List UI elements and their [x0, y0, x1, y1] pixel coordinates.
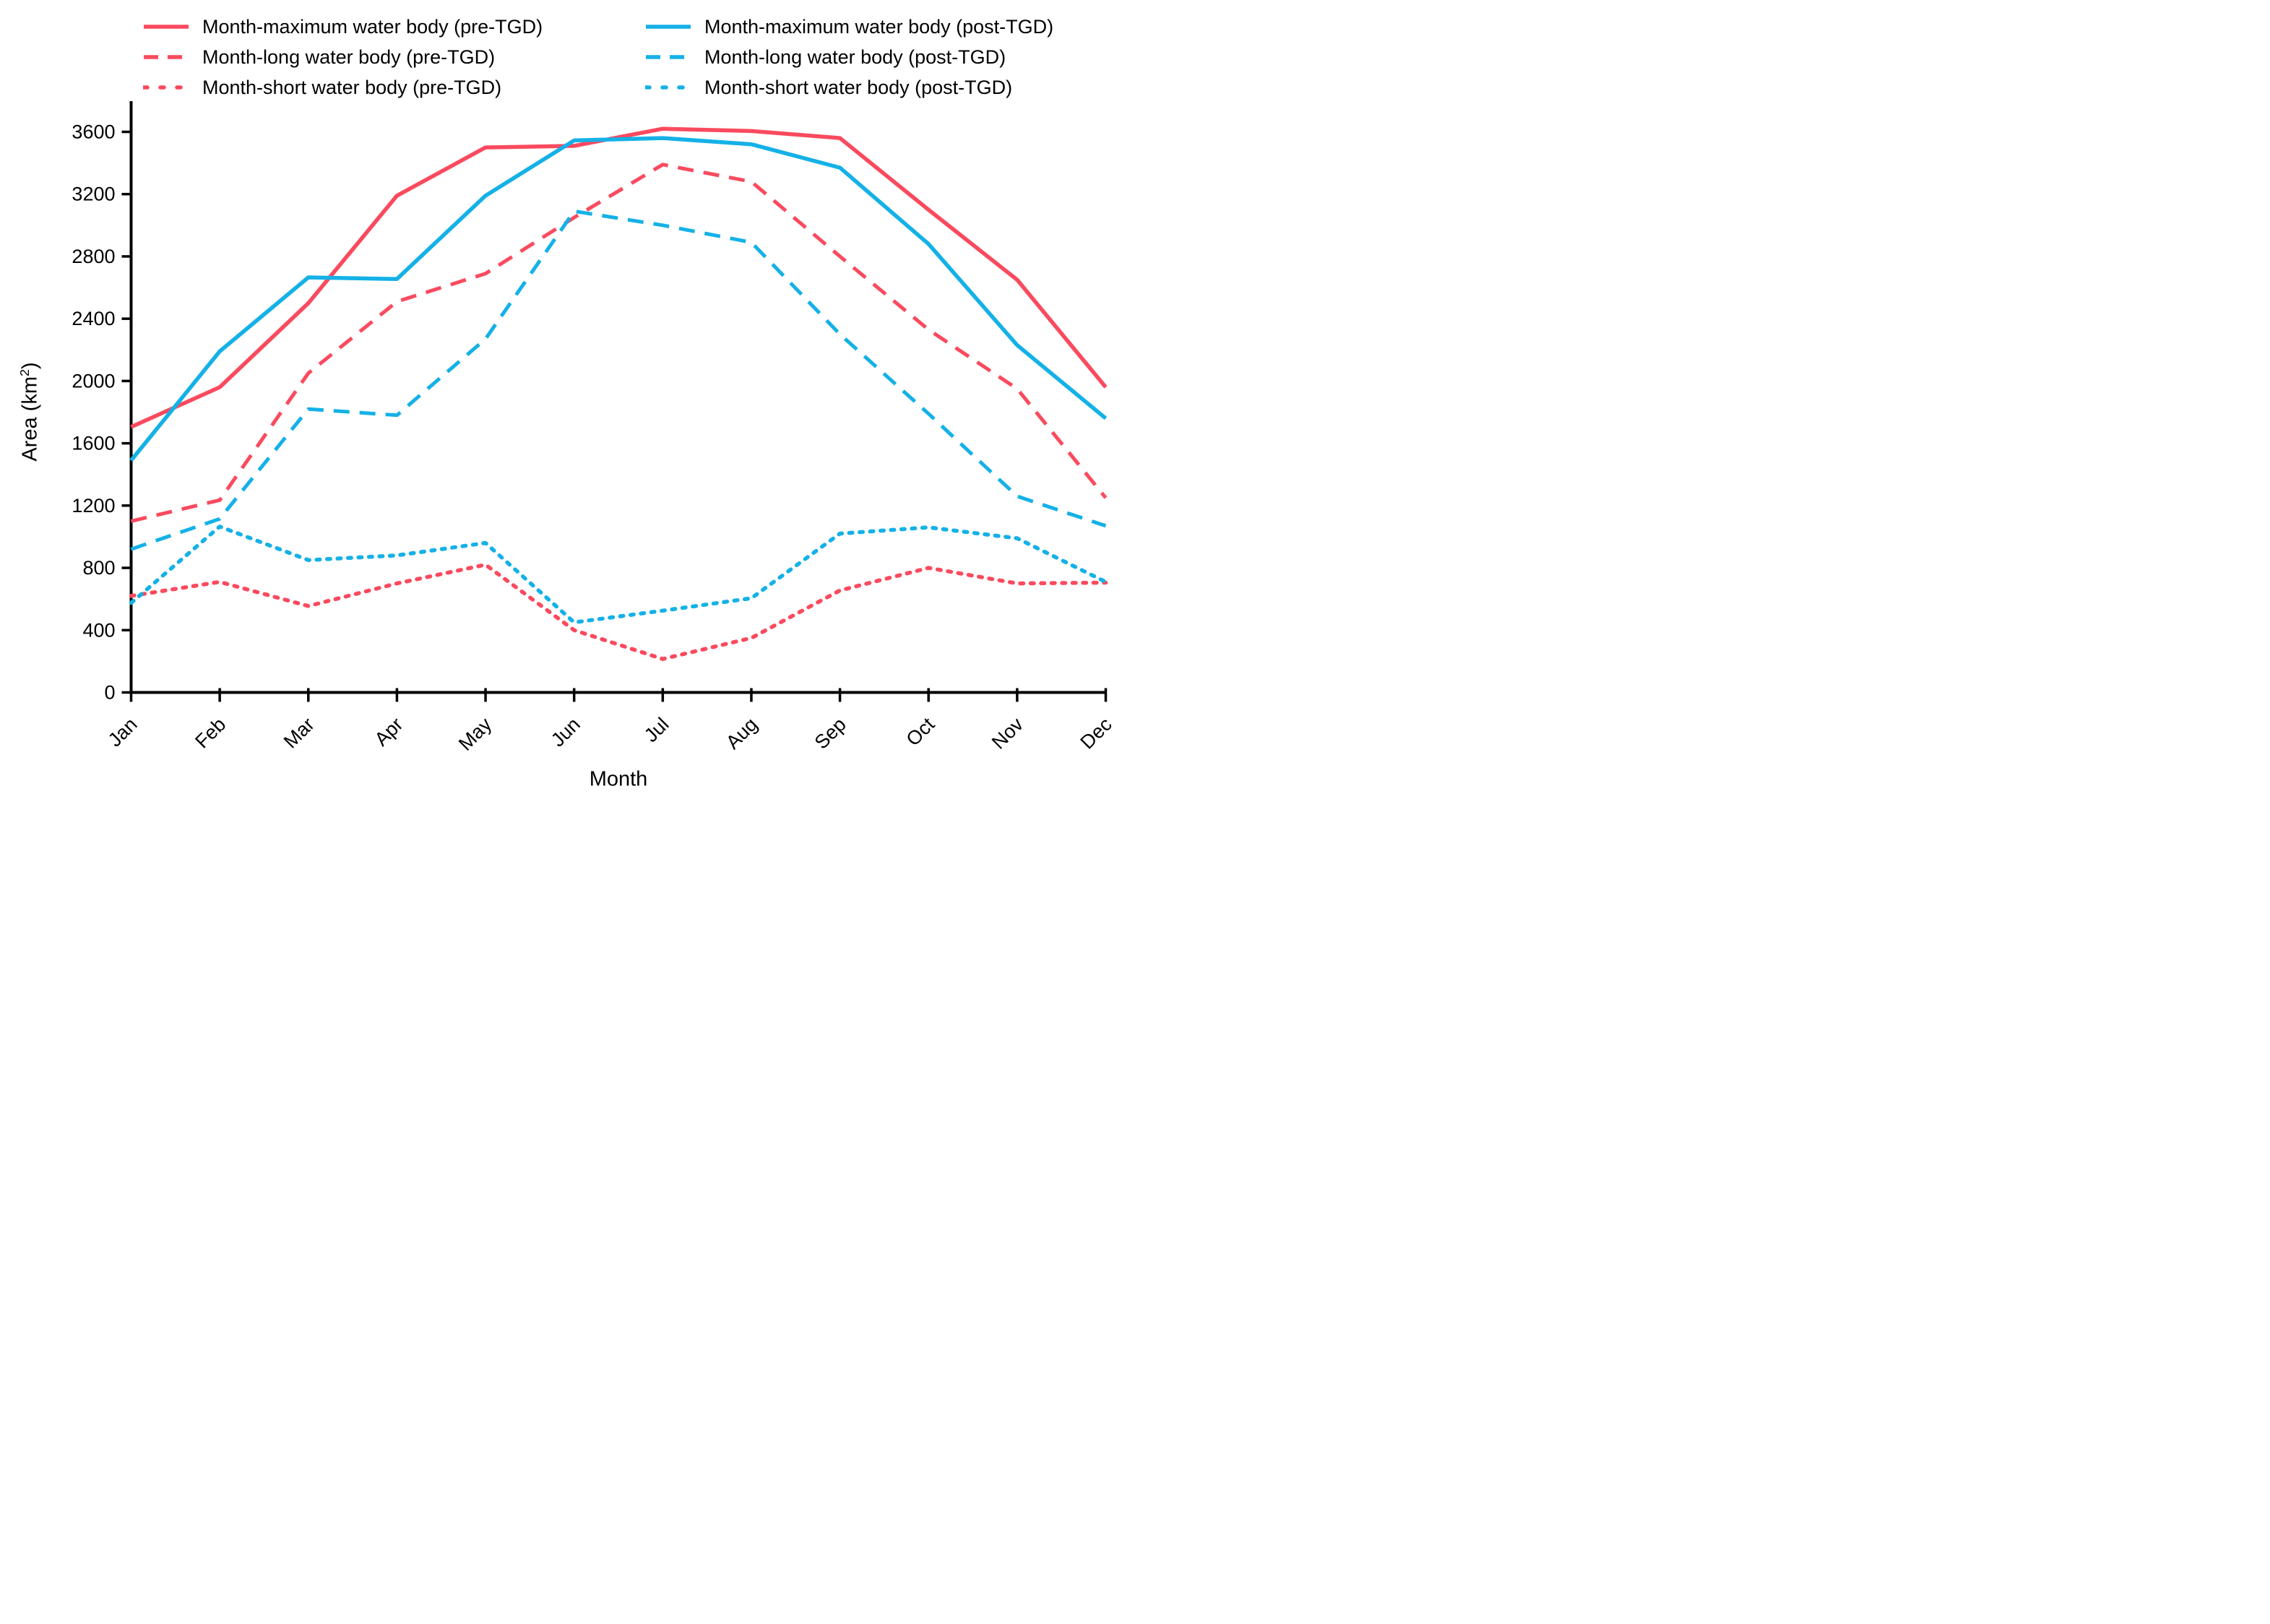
x-tick-label: Sep: [811, 714, 850, 753]
legend-item-pre-max: Month-maximum water body (pre-TGD): [143, 16, 543, 38]
legend-item-pre-long: Month-long water body (pre-TGD): [143, 46, 543, 68]
y-axis-title: Area (km2): [17, 362, 42, 462]
legend-swatch-solid-icon: [646, 25, 691, 29]
series-line-post_max: [129, 136, 1108, 462]
y-tick-label: 3200: [72, 183, 115, 205]
x-tick-label: May: [454, 713, 496, 755]
legend-item-pre-short: Month-short water body (pre-TGD): [143, 77, 543, 98]
legend-item-post-short: Month-short water body (post-TGD): [645, 77, 1053, 98]
legend-swatch-solid-icon: [144, 25, 189, 29]
x-tick-label: Oct: [902, 713, 939, 750]
series-line-post_long: [130, 209, 1107, 551]
y-tick-label: 2000: [72, 370, 115, 392]
x-tick-label: Jul: [640, 714, 673, 747]
legend-swatch-dashed-icon: [144, 55, 189, 59]
legend-item-post-max: Month-maximum water body (post-TGD): [645, 16, 1053, 38]
x-tick-label: Aug: [722, 714, 761, 753]
legend-swatch-dotted-icon: [143, 85, 189, 90]
figure: Month-maximum water body (pre-TGD) Month…: [0, 0, 1135, 812]
legend-label: Month-maximum water body (post-TGD): [704, 15, 1054, 38]
x-tick-label: Jan: [104, 714, 142, 751]
legend-label: Month-long water body (pre-TGD): [202, 46, 496, 68]
x-tick-label: Dec: [1076, 714, 1116, 753]
legend-label: Month-short water body (pre-TGD): [202, 76, 502, 98]
legend-label: Month-long water body (post-TGD): [704, 46, 1006, 68]
y-tick-label: 2800: [72, 246, 115, 267]
x-tick-label: Nov: [988, 713, 1028, 753]
y-tick-label: 1200: [72, 495, 115, 517]
x-tick-label: Feb: [191, 714, 230, 753]
x-axis-title: Month: [589, 767, 648, 791]
legend-column-post: Month-maximum water body (post-TGD) Mont…: [645, 16, 1053, 107]
legend-label: Month-maximum water body (pre-TGD): [202, 15, 543, 38]
series-line-post_short: [129, 524, 1108, 625]
legend-swatch-dotted-icon: [645, 85, 691, 90]
x-tick-label: Apr: [371, 714, 407, 751]
y-tick-label: 1600: [72, 433, 115, 454]
y-tick-label: 0: [104, 682, 115, 704]
legend-label: Month-short water body (post-TGD): [704, 76, 1013, 98]
legend-column-pre: Month-maximum water body (pre-TGD) Month…: [143, 16, 543, 107]
legend-item-post-long: Month-long water body (post-TGD): [645, 46, 1053, 68]
series-line-pre_long: [130, 163, 1108, 523]
legend-swatch-dashed-icon: [646, 55, 691, 59]
line-chart: 0 400 800 1200 1600 2000 2400 2800 3200 3600 Jan Fe…: [72, 101, 1116, 755]
y-tick-label: 2400: [72, 308, 115, 329]
y-tick-label: 800: [82, 557, 115, 579]
x-tick-label: Mar: [280, 714, 319, 753]
y-tick-label: 400: [82, 619, 115, 641]
y-tick-label: 3600: [72, 121, 115, 143]
x-tick-label: Jun: [547, 714, 584, 751]
series-line-pre_short: [129, 562, 1108, 661]
